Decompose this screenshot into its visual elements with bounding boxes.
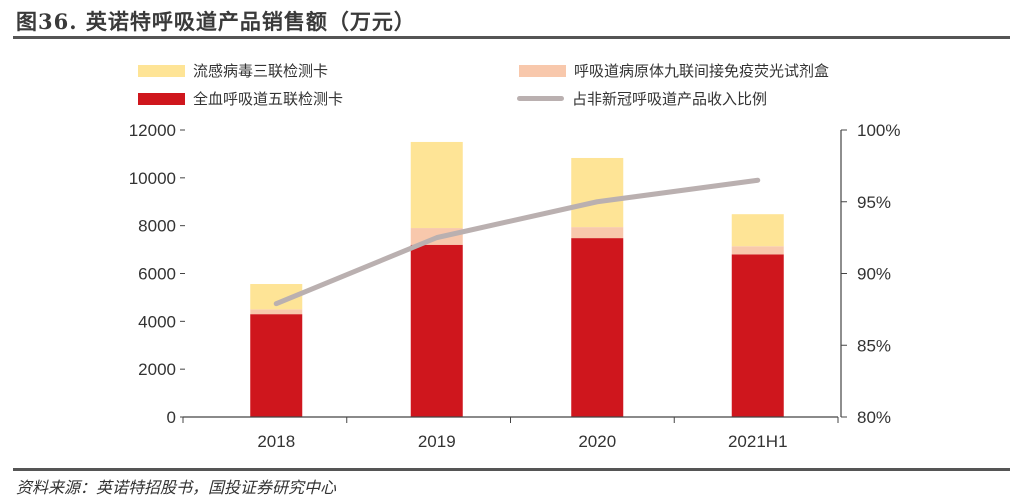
legend-swatch-five-panel — [138, 92, 185, 105]
left-axis-tick-label: 4000 — [138, 312, 176, 331]
left-axis-tick-label: 8000 — [138, 217, 176, 236]
x-axis-tick-label: 2018 — [257, 432, 295, 451]
legend-item-five-panel: 全血呼吸道五联检测卡 — [138, 88, 343, 109]
bar-2021H1-series-0 — [731, 254, 784, 417]
legend-label-five-panel: 全血呼吸道五联检测卡 — [193, 90, 344, 108]
legend-swatch-flu — [138, 64, 185, 77]
bar-2019-series-0 — [410, 244, 463, 417]
legend-item-nine-panel: 呼吸道病原体九联间接免疫荧光试剂盒 — [519, 60, 829, 81]
x-axis-tick-label: 2021H1 — [728, 432, 788, 451]
x-axis-tick-label: 2020 — [578, 432, 616, 451]
legend-item-flu: 流感病毒三联检测卡 — [138, 60, 328, 81]
bar-2018-series-1 — [250, 309, 303, 315]
chart-title: 图36. 英诺特呼吸道产品销售额（万元） — [16, 9, 416, 34]
legend-label-ratio: 占非新冠呼吸道产品收入比例 — [572, 90, 768, 108]
bar-2020-series-2 — [571, 157, 624, 228]
bar-2018-series-0 — [250, 314, 303, 417]
bar-2021H1-series-2 — [731, 214, 784, 247]
bar-2020-series-1 — [571, 227, 624, 239]
legend-swatch-nine-panel — [519, 64, 566, 77]
title-divider — [13, 36, 1010, 39]
left-axis-tick-label: 2000 — [138, 360, 176, 379]
left-axis-tick-label: 10000 — [129, 169, 176, 188]
bar-2020-series-0 — [571, 238, 624, 417]
source-divider — [13, 468, 1010, 471]
left-axis-tick-label: 6000 — [138, 265, 176, 284]
legend-label-nine-panel: 呼吸道病原体九联间接免疫荧光试剂盒 — [574, 62, 830, 80]
right-axis-tick-label: 95% — [857, 193, 891, 212]
left-axis-tick-label: 0 — [167, 408, 176, 427]
right-axis-tick-label: 85% — [857, 336, 891, 355]
legend-item-ratio: 占非新冠呼吸道产品收入比例 — [517, 88, 767, 109]
bar-2019-series-2 — [410, 141, 463, 229]
right-axis-tick-label: 90% — [857, 265, 891, 284]
source-note: 资料来源：英诺特招股书，国投证券研究中心 — [16, 478, 337, 497]
legend-swatch-ratio — [517, 96, 564, 101]
bar-2021H1-series-1 — [731, 246, 784, 255]
line-series-ratio — [273, 177, 761, 307]
left-axis-tick-label: 12000 — [129, 121, 176, 140]
right-axis-tick-label: 80% — [857, 408, 891, 427]
legend-label-flu: 流感病毒三联检测卡 — [193, 62, 329, 80]
right-axis-tick-label: 100% — [857, 121, 900, 140]
x-axis-tick-label: 2019 — [418, 432, 456, 451]
